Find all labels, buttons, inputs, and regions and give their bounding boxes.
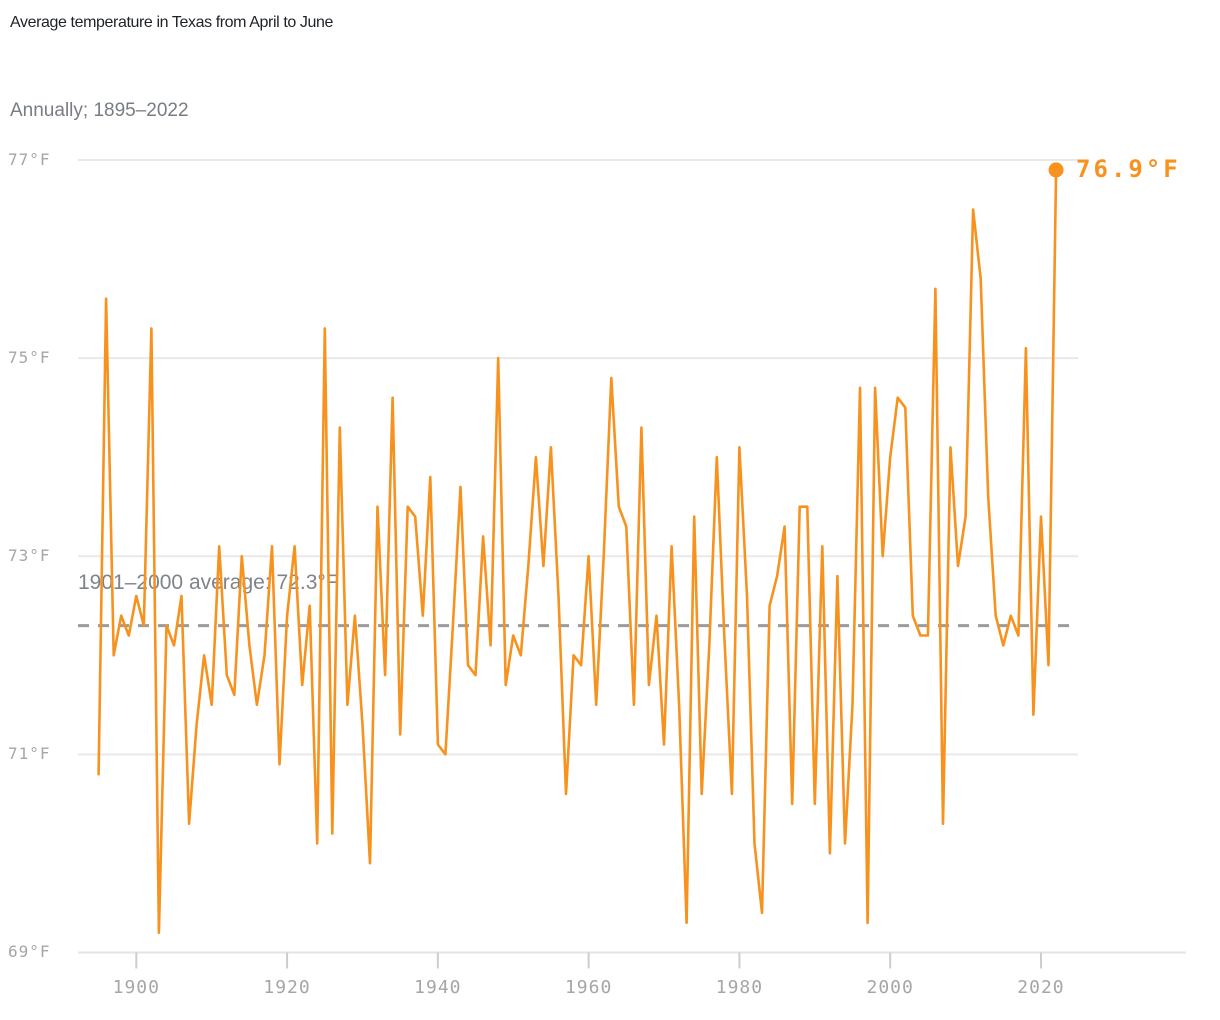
y-axis-label-77: 77°F [8, 150, 51, 169]
end-point-dot [1048, 162, 1064, 178]
x-axis-label-1980: 1980 [715, 977, 764, 998]
y-axis-label-75: 75°F [8, 348, 51, 368]
end-point-label: 76.9°F [1076, 154, 1181, 183]
axis-tick-marks [135, 952, 1042, 969]
x-axis-label-1940: 1940 [414, 977, 462, 998]
y-axis-label-71: 71°F [8, 744, 51, 764]
gridlines [78, 159, 1186, 954]
x-axis-label-2020: 2020 [1017, 977, 1065, 998]
y-axis-label-69: 69°F [8, 942, 51, 962]
x-axis-label-1900: 1900 [112, 977, 160, 998]
y-axis-label-73: 73°F [8, 546, 51, 566]
x-axis-label-2000: 2000 [866, 977, 914, 998]
page-subtitle: Annually; 1895–2022 [10, 100, 189, 121]
temperature-series-line [97, 168, 1058, 935]
page-title: Average temperature in Texas from April … [10, 14, 334, 31]
x-axis-label-1960: 1960 [564, 977, 613, 998]
x-axis-label-1920: 1920 [263, 977, 311, 998]
